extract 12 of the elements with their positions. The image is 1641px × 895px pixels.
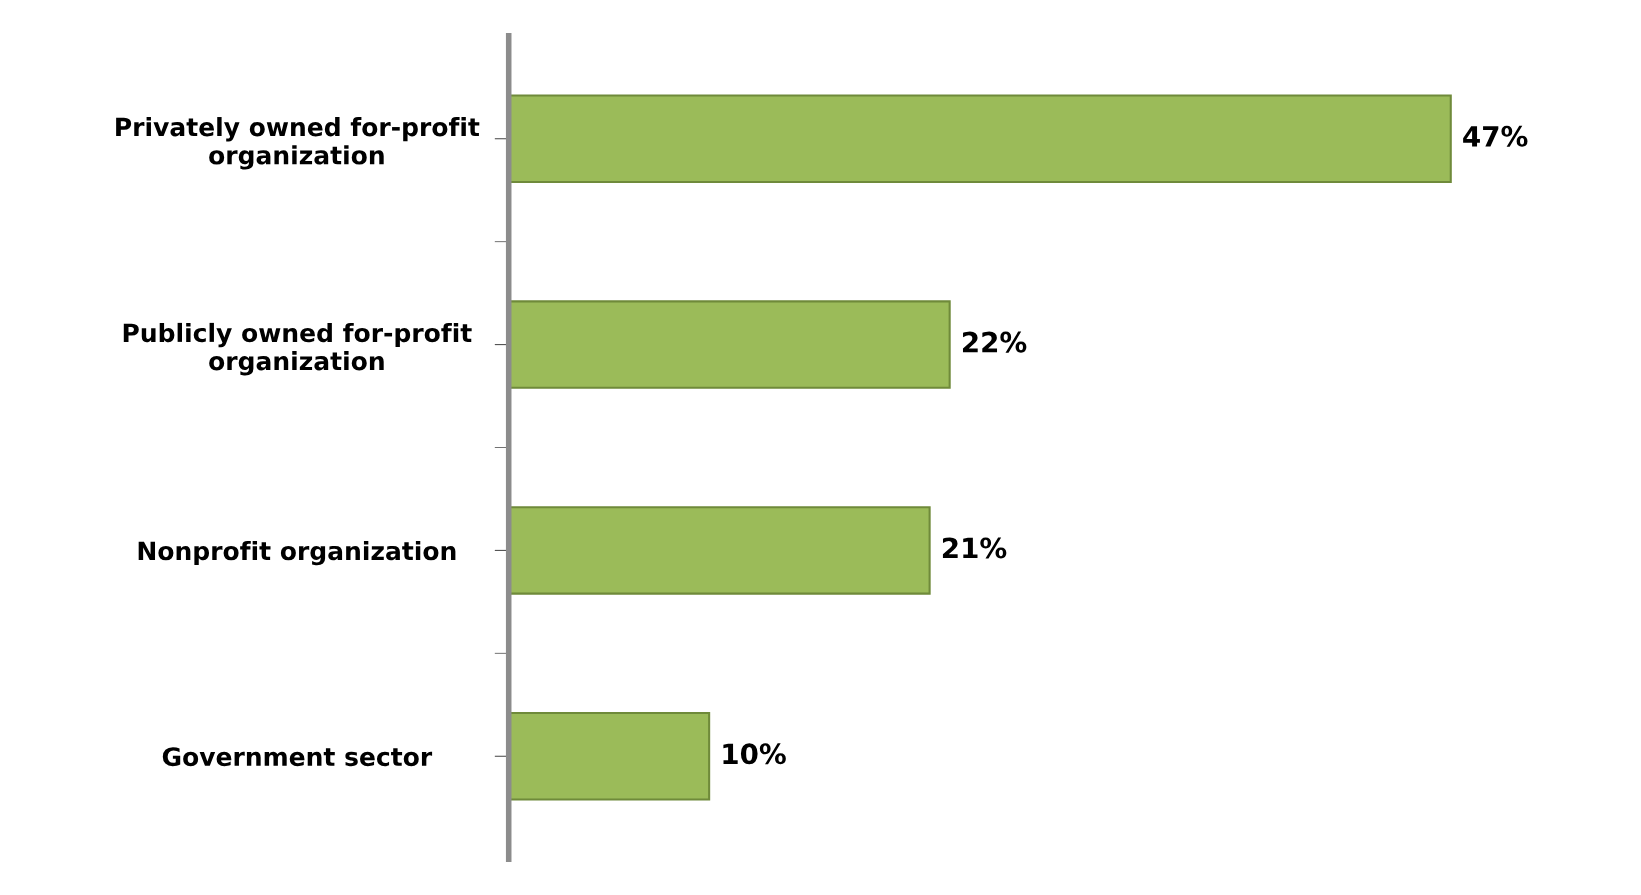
data-label: 22% xyxy=(962,331,1027,353)
bar xyxy=(508,712,711,801)
data-label: 47% xyxy=(1463,125,1528,147)
bar xyxy=(508,94,1452,183)
y-tick-label: Privately owned for-profit organization xyxy=(116,117,480,170)
y-tick-label: Government sector xyxy=(162,747,433,767)
bar xyxy=(508,506,931,595)
y-tick-label: Nonprofit organization xyxy=(138,540,456,566)
data-label: 21% xyxy=(942,537,1007,559)
data-label: 10% xyxy=(723,743,786,765)
y-tick-label: Publicly owned for-profit organization xyxy=(123,322,472,376)
bar xyxy=(508,300,951,389)
